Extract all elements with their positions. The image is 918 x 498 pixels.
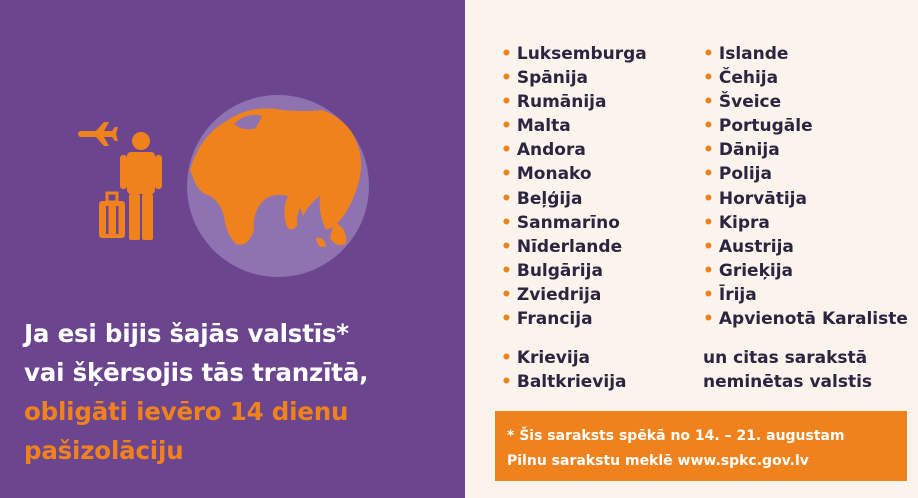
- travel-illustration: [78, 95, 369, 277]
- list-item: • Polija: [703, 164, 772, 185]
- country-list-column-a: • Luksemburga • Spānija • Rumānija • Malta •…: [501, 42, 647, 331]
- list-item: • Apvienotā Karaliste: [703, 309, 908, 330]
- headline-line-2: vai šķērsojis tās tranzītā,: [24, 358, 369, 387]
- list-item: • Islande: [703, 44, 789, 64]
- suitcase-icon: [99, 191, 125, 238]
- additional-note-line-2: neminētas valstis: [703, 372, 873, 393]
- list-item: • Grieķija: [703, 260, 794, 281]
- notice-line-1: * Šis saraksts spēkā no 14. – 21. august…: [507, 428, 845, 444]
- list-item: • Rumānija: [501, 92, 607, 113]
- list-item: • Čehija: [703, 68, 779, 89]
- list-item: • Austrija: [703, 236, 794, 257]
- list-item: • Šveice: [703, 92, 782, 113]
- list-item: • Īrija: [703, 284, 757, 305]
- list-item: • Baltkrievija: [501, 372, 627, 393]
- airplane-icon: [78, 122, 118, 146]
- list-item: • Nīderlande: [501, 236, 623, 257]
- globe-icon: [187, 95, 369, 277]
- headline-line-3: obligāti ievēro 14 dienu: [24, 397, 349, 426]
- notice-line-2: Pilnu sarakstu meklē www.spkc.gov.lv: [507, 453, 809, 469]
- list-item: • Portugāle: [703, 116, 813, 137]
- right-panel: • Luksemburga • Spānija • Rumānija • Malta •…: [465, 0, 918, 498]
- list-item: • Kipra: [703, 212, 770, 233]
- list-item: • Francija: [501, 309, 593, 330]
- list-item: • Beļģija: [501, 188, 583, 209]
- list-item: • Zviedrija: [501, 284, 602, 305]
- headline: Ja esi bijis šajās valstīs* vai šķērsoji…: [24, 314, 368, 470]
- list-item: • Monako: [501, 164, 592, 185]
- list-item: • Krievija: [501, 348, 590, 368]
- headline-line-4: pašizolāciju: [24, 436, 184, 465]
- notice-box: * Šis saraksts spēkā no 14. – 21. august…: [495, 411, 907, 481]
- list-item: • Dānija: [703, 140, 780, 161]
- additional-country-list: • Krievija • Baltkrievija: [501, 346, 627, 394]
- country-list-column-b: • Islande • Čehija • Šveice • Portugāle • Dān…: [703, 42, 908, 331]
- traveler-icon: [120, 132, 162, 240]
- list-item: • Bulgārija: [501, 260, 603, 281]
- additional-note: un citas sarakstā neminētas valstis: [703, 346, 872, 394]
- list-item: • Malta: [501, 116, 571, 137]
- list-item: • Spānija: [501, 68, 588, 89]
- list-item: • Horvātija: [703, 188, 807, 209]
- list-item: • Luksemburga: [501, 44, 647, 64]
- list-item: • Andora: [501, 140, 586, 161]
- headline-line-1: Ja esi bijis šajās valstīs*: [24, 319, 349, 348]
- additional-note-line-1: un citas sarakstā: [703, 348, 868, 368]
- left-panel: Ja esi bijis šajās valstīs* vai šķērsoji…: [0, 0, 465, 498]
- list-item: • Sanmarīno: [501, 212, 620, 233]
